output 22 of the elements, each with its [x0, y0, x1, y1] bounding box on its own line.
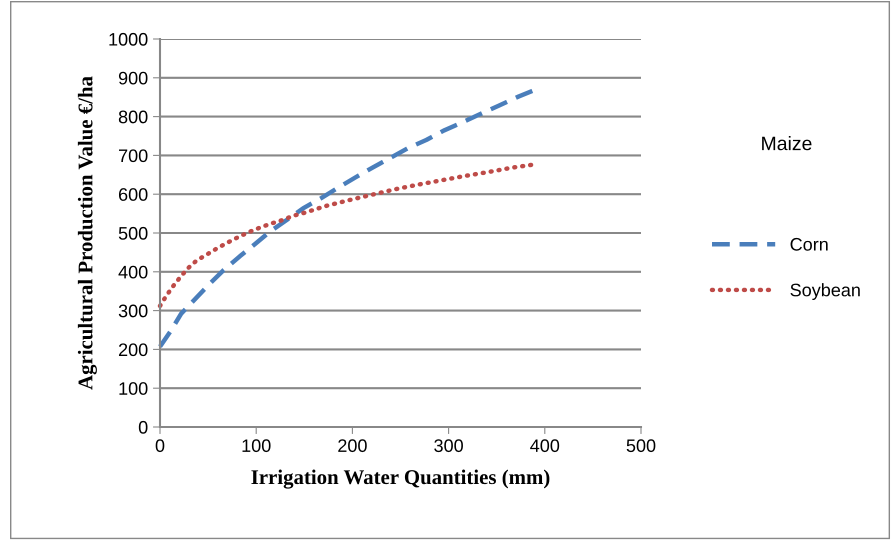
y-tick-label: 800	[118, 110, 148, 124]
x-tick-label: 500	[626, 439, 656, 452]
y-tick-label: 200	[118, 343, 148, 356]
y-axis-title: Agricultural Production Value €/ha	[78, 76, 97, 390]
y-tick-label: 0	[138, 420, 148, 434]
y-tick-label: 300	[118, 304, 148, 318]
x-tick-label: 200	[338, 439, 367, 452]
y-tick-label: 600	[118, 188, 148, 201]
y-tick-label: 500	[118, 226, 148, 240]
y-tick-label: 700	[119, 149, 148, 162]
x-tick-label: 300	[434, 439, 463, 452]
y-tick-label: 100	[119, 382, 148, 395]
y-tick-label: 1000	[109, 32, 148, 46]
legend-label: Soybean	[790, 283, 860, 300]
x-tick-label: 100	[242, 439, 271, 452]
x-tick-label: 400	[530, 439, 560, 452]
legend-title: Maize	[762, 136, 812, 150]
y-tick-label: 400	[118, 266, 148, 279]
y-tick-label: 900	[118, 72, 148, 85]
x-axis-title: Irrigation Water Quantities (mm)	[251, 470, 550, 489]
x-tick-label: 0	[156, 439, 164, 452]
legend-label: Corn	[790, 238, 828, 251]
